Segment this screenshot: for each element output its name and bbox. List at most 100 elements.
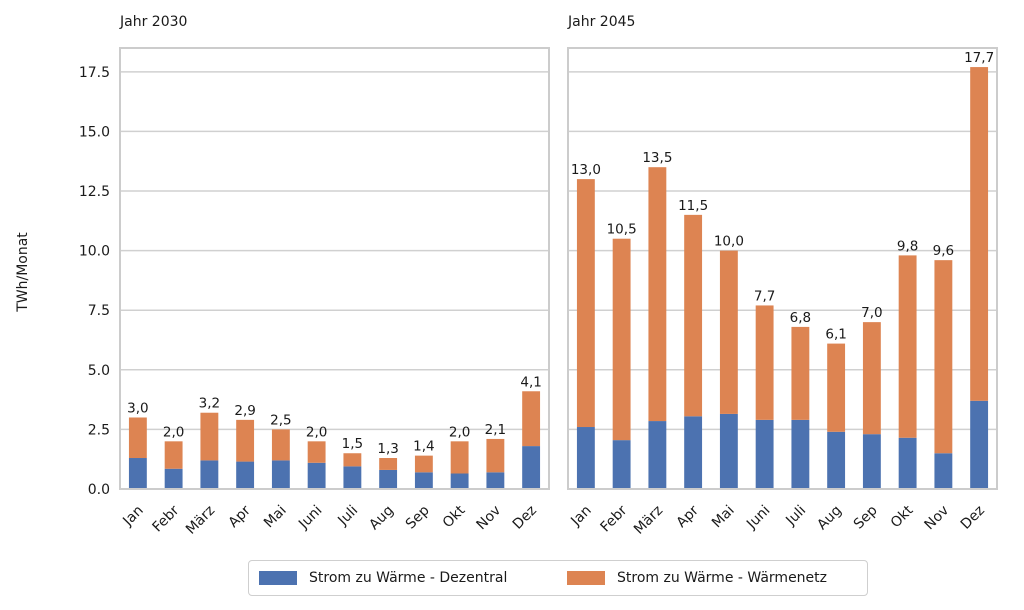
bar-waermenetz	[684, 214, 703, 417]
bar-dezentral	[522, 446, 541, 489]
bar-total-label: 2,0	[449, 424, 470, 440]
bar-total-label: 2,1	[485, 422, 506, 438]
x-tick-label: Dez	[510, 503, 540, 533]
bar-dezentral	[791, 419, 810, 489]
bar-waermenetz	[414, 455, 433, 473]
bar-waermenetz	[576, 179, 595, 428]
y-tick-label: 0.0	[88, 482, 110, 498]
bar-total-label: 2,0	[306, 424, 327, 440]
y-tick-label: 7.5	[88, 303, 110, 319]
legend-item-dezentral: Strom zu Wärme - Dezentral	[259, 570, 507, 586]
x-tick-label: März	[183, 503, 218, 538]
bar-waermenetz	[450, 441, 469, 474]
bar-waermenetz	[271, 429, 290, 461]
bar-total-label: 11,5	[678, 198, 708, 214]
plot-frame-0	[119, 47, 550, 490]
x-tick-label: Mai	[709, 503, 738, 532]
bar-waermenetz	[970, 67, 989, 401]
bar-dezentral	[648, 421, 667, 489]
panel-title-1: Jahr 2045	[567, 14, 635, 30]
bar-waermenetz	[200, 412, 219, 461]
bar-waermenetz	[612, 238, 631, 441]
bar-dezentral	[164, 468, 183, 489]
x-tick-label: Febr	[598, 502, 631, 535]
x-tick-label: Aug	[366, 503, 397, 534]
y-tick-label: 12.5	[79, 184, 110, 200]
bar-total-label: 3,2	[199, 396, 220, 412]
bar-dezentral	[414, 472, 433, 489]
bar-waermenetz	[791, 326, 810, 420]
x-tick-label: Juni	[743, 503, 773, 533]
x-tick-label: Apr	[674, 502, 703, 531]
bar-dezentral	[755, 419, 774, 489]
bar-dezentral	[970, 400, 989, 489]
x-tick-label: Juli	[782, 503, 809, 530]
plot-frame-1	[567, 47, 998, 490]
x-tick-label: Apr	[226, 502, 255, 531]
bar-waermenetz	[164, 441, 183, 469]
bar-dezentral	[450, 473, 469, 489]
bar-dezentral	[898, 437, 917, 489]
bar-waermenetz	[307, 441, 326, 463]
legend-label-dezentral: Strom zu Wärme - Dezentral	[309, 570, 508, 586]
legend-swatch-dezentral	[259, 571, 297, 585]
bar-total-label: 13,0	[571, 162, 601, 178]
x-tick-label: Nov	[474, 503, 505, 534]
bar-total-label: 7,0	[861, 305, 882, 321]
chart-svg: TWh/Monat Jahr 2030 0.0 2.5 5.0 7.5 10.0 12.5 1…	[15, 14, 998, 538]
bar-waermenetz	[128, 417, 147, 459]
y-tick-label: 2.5	[88, 422, 110, 438]
y-tick-label: 17.5	[79, 65, 110, 81]
x-tick-label: Aug	[814, 503, 845, 534]
bar-total-label: 6,8	[790, 310, 811, 326]
bar-dezentral	[236, 461, 255, 489]
bar-total-label: 2,5	[270, 412, 291, 428]
y-tick-label: 15.0	[79, 124, 110, 140]
x-tick-label: Sep	[403, 502, 433, 532]
bar-total-label: 2,9	[234, 403, 255, 419]
x-tick-label: Jan	[567, 503, 594, 530]
bar-waermenetz	[862, 322, 881, 435]
bar-dezentral	[827, 431, 846, 489]
bar-dezentral	[343, 466, 362, 489]
x-tick-label: Jan	[119, 503, 146, 530]
legend: Strom zu Wärme - Dezentral Strom zu Wärm…	[248, 560, 868, 596]
legend-item-waermenetz: Strom zu Wärme - Wärmenetz	[567, 570, 827, 586]
bar-dezentral	[200, 460, 219, 489]
bar-dezentral	[128, 458, 147, 489]
x-tick-label: Okt	[888, 502, 917, 531]
bar-total-label: 10,0	[714, 234, 744, 250]
legend-swatch-waermenetz	[567, 571, 605, 585]
x-tick-label: Juli	[334, 503, 361, 530]
bar-waermenetz	[648, 167, 667, 422]
x-tick-label: Mai	[261, 503, 290, 532]
bar-total-label: 9,6	[933, 243, 954, 259]
bar-waermenetz	[379, 458, 398, 470]
x-tick-label: Febr	[150, 502, 183, 535]
bar-dezentral	[271, 460, 290, 489]
bar-total-label: 1,4	[413, 439, 434, 455]
bar-waermenetz	[719, 250, 738, 414]
x-tick-label: Nov	[922, 503, 953, 534]
bar-total-label: 17,7	[964, 50, 994, 66]
bar-total-label: 7,7	[754, 288, 775, 304]
bar-dezentral	[684, 416, 703, 489]
bar-total-label: 2,0	[163, 424, 184, 440]
bar-total-label: 3,0	[127, 400, 148, 416]
bar-total-label: 1,3	[377, 441, 398, 457]
bar-dezentral	[719, 413, 738, 489]
bar-waermenetz	[236, 419, 255, 462]
bar-total-label: 4,1	[520, 374, 541, 390]
bar-waermenetz	[934, 260, 953, 454]
x-tick-label: Okt	[440, 502, 469, 531]
bar-dezentral	[307, 462, 326, 489]
bar-total-label: 6,1	[825, 327, 846, 343]
y-tick-label: 10.0	[79, 244, 110, 260]
panel-title-0: Jahr 2030	[119, 14, 187, 30]
bar-dezentral	[612, 440, 631, 489]
bar-waermenetz	[898, 255, 917, 438]
legend-label-waermenetz: Strom zu Wärme - Wärmenetz	[617, 570, 827, 586]
bar-dezentral	[576, 427, 595, 489]
bar-total-label: 9,8	[897, 238, 918, 254]
